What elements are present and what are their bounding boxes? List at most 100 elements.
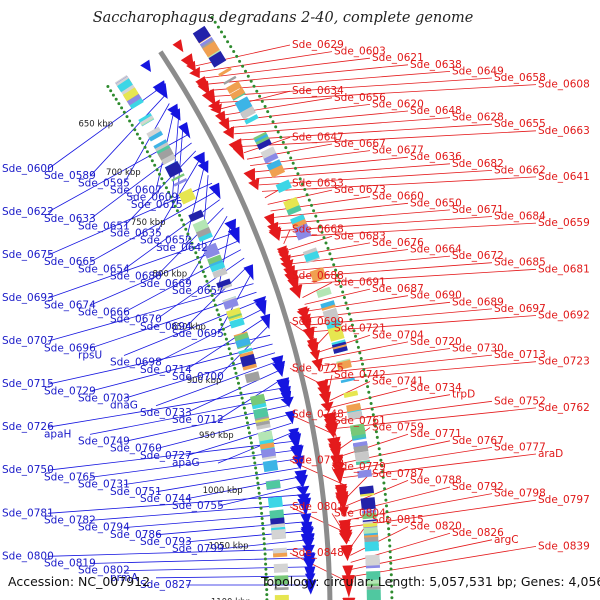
- forward-gene-arrow: [340, 544, 353, 562]
- tick-dot: [279, 135, 283, 139]
- label-connector: [217, 431, 294, 464]
- tick-dot: [203, 274, 207, 278]
- tick-dot: [226, 342, 230, 346]
- tick-dot: [268, 115, 272, 119]
- gene-label: Sde_0734: [410, 382, 462, 394]
- tick-dot: [274, 125, 278, 129]
- feature-block: [266, 159, 283, 173]
- tick-dot: [106, 85, 110, 88]
- label-connector: [283, 229, 291, 245]
- gene-label: Sde_0715: [2, 378, 54, 390]
- gene-label: Sde_0652: [140, 235, 192, 247]
- tick-dot: [255, 476, 259, 480]
- label-connector: [329, 381, 371, 401]
- reverse-gene-arrow: [243, 264, 254, 281]
- right-gene-labels: Sde_0629Sde_0603Sde_0621Sde_0638Sde_0649…: [292, 39, 590, 559]
- tick-dot: [125, 115, 129, 119]
- gene-label: Sde_0695: [172, 328, 224, 340]
- tick-dot: [241, 401, 245, 405]
- label-connector: [350, 526, 409, 556]
- forward-gene-arrow: [328, 443, 342, 459]
- gene-label: Sde_0669: [140, 278, 192, 290]
- tick-dot: [231, 362, 235, 365]
- label-connector: [250, 150, 371, 166]
- tick-dot: [335, 274, 339, 278]
- feature-block: [328, 327, 345, 342]
- gene-label: Sde_0699: [292, 316, 344, 328]
- forward-gene-arrow: [230, 140, 242, 155]
- forward-gene-arrow: [289, 284, 302, 299]
- tick-dot: [310, 203, 313, 207]
- reverse-gene-arrow: [304, 566, 316, 584]
- feature-block: [270, 517, 285, 525]
- label-connector: [345, 473, 371, 499]
- tick-dot: [320, 230, 324, 234]
- kbp-label: 900 kbp: [187, 376, 222, 386]
- label-connector: [339, 433, 409, 457]
- tick-dot: [305, 193, 309, 197]
- tick-dot: [380, 464, 384, 468]
- feature-block: [178, 188, 197, 205]
- feature-block: [347, 410, 363, 420]
- tick-dot: [217, 313, 221, 317]
- label-connector: [155, 257, 245, 320]
- gene-label: Sde_0707: [2, 335, 54, 347]
- tick-dot: [258, 94, 262, 98]
- kbp-label: 850 kbp: [171, 323, 206, 333]
- gene-label: Sde_0685: [494, 257, 546, 269]
- tick-dot: [235, 376, 239, 380]
- gene-label: Sde_0742: [334, 369, 386, 381]
- gene-label: Sde_0675: [2, 249, 54, 261]
- tick-dot: [387, 533, 391, 536]
- feature-block: [260, 146, 277, 159]
- label-connector: [278, 216, 493, 232]
- feature-block: [223, 75, 237, 85]
- gene-label: Sde_0788: [410, 474, 462, 486]
- gene-label: Sde_0684: [494, 211, 546, 223]
- label-connector: [185, 369, 280, 414]
- tick-dot: [245, 416, 248, 420]
- feature-block: [216, 278, 232, 291]
- tick-dot: [390, 596, 394, 600]
- forward-gene-arrow: [337, 506, 349, 518]
- label-connector: [230, 110, 409, 128]
- gene-label: Sde_0673: [334, 184, 386, 196]
- feature-block: [363, 522, 378, 528]
- feature-block: [208, 50, 227, 68]
- gene-label: Sde_0759: [372, 422, 424, 434]
- gene-label: Sde_0779: [334, 461, 386, 473]
- gene-label: Sde_0656: [334, 92, 386, 104]
- tick-dot: [372, 418, 376, 422]
- gene-label: Sde_0615: [131, 199, 183, 211]
- feature-block: [129, 97, 144, 110]
- tick-dot: [261, 522, 265, 525]
- tick-dot: [257, 486, 261, 490]
- tick-dot: [150, 159, 154, 163]
- forward-gene-arrow: [189, 66, 200, 79]
- tick-dot: [220, 323, 224, 326]
- reverse-gene-arrow: [208, 182, 221, 200]
- label-connector: [259, 170, 493, 186]
- label-connector: [47, 232, 235, 299]
- kbp-tick-marks: [106, 16, 394, 600]
- tick-dot: [249, 79, 253, 83]
- kbp-labels: 650 kbp 700 kbp 750 kbp 800 kbp 850 kbp 900 k…: [78, 119, 250, 600]
- tick-dot: [330, 257, 334, 261]
- tick-dot: [346, 307, 350, 310]
- gene-label: Sde_0682: [452, 158, 504, 170]
- gene-label: Sde_0704: [372, 329, 424, 341]
- gene-label: Sde_0750: [2, 464, 54, 476]
- feature-block: [359, 485, 374, 495]
- reverse-gene-arrow: [300, 513, 312, 528]
- tick-dot: [298, 177, 302, 181]
- feature-block: [343, 390, 359, 399]
- tick-dot: [263, 552, 267, 556]
- feature-block: [360, 497, 376, 511]
- tick-dot: [196, 255, 200, 259]
- tick-dot: [192, 246, 196, 250]
- feature-block: [361, 509, 377, 514]
- feature-block: [274, 594, 289, 600]
- reverse-gene-arrow: [301, 521, 313, 539]
- feature-block: [198, 232, 213, 243]
- tick-dot: [350, 323, 354, 327]
